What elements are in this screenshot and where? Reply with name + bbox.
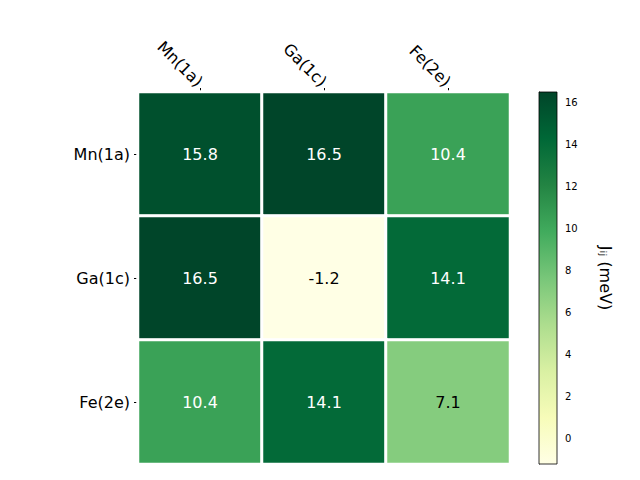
svg-text:Fe(2e): Fe(2e) <box>79 393 130 412</box>
svg-text:7.1: 7.1 <box>435 393 460 412</box>
svg-text:4: 4 <box>565 349 571 360</box>
svg-text:Mn(1a): Mn(1a) <box>153 37 206 90</box>
svg-text:0: 0 <box>565 433 571 444</box>
svg-text:Mn(1a): Mn(1a) <box>74 145 130 164</box>
svg-text:2: 2 <box>565 391 571 402</box>
svg-text:14: 14 <box>565 139 578 150</box>
svg-text:16: 16 <box>565 97 578 108</box>
svg-text:10.4: 10.4 <box>430 145 466 164</box>
svg-text:16.5: 16.5 <box>182 269 218 288</box>
svg-text:10: 10 <box>565 223 578 234</box>
svg-text:-1.2: -1.2 <box>308 269 339 288</box>
svg-text:15.8: 15.8 <box>182 145 218 164</box>
svg-text:16.5: 16.5 <box>306 145 342 164</box>
svg-text:Jᵢⱼ (meV): Jᵢⱼ (meV) <box>596 245 615 310</box>
svg-text:Ga(1c): Ga(1c) <box>76 269 130 288</box>
svg-text:12: 12 <box>565 181 578 192</box>
svg-text:Ga(1c): Ga(1c) <box>279 39 330 90</box>
svg-text:10.4: 10.4 <box>182 393 218 412</box>
svg-text:6: 6 <box>565 307 571 318</box>
svg-text:8: 8 <box>565 265 571 276</box>
svg-text:14.1: 14.1 <box>430 269 466 288</box>
svg-text:Fe(2e): Fe(2e) <box>405 41 454 90</box>
svg-text:14.1: 14.1 <box>306 393 342 412</box>
